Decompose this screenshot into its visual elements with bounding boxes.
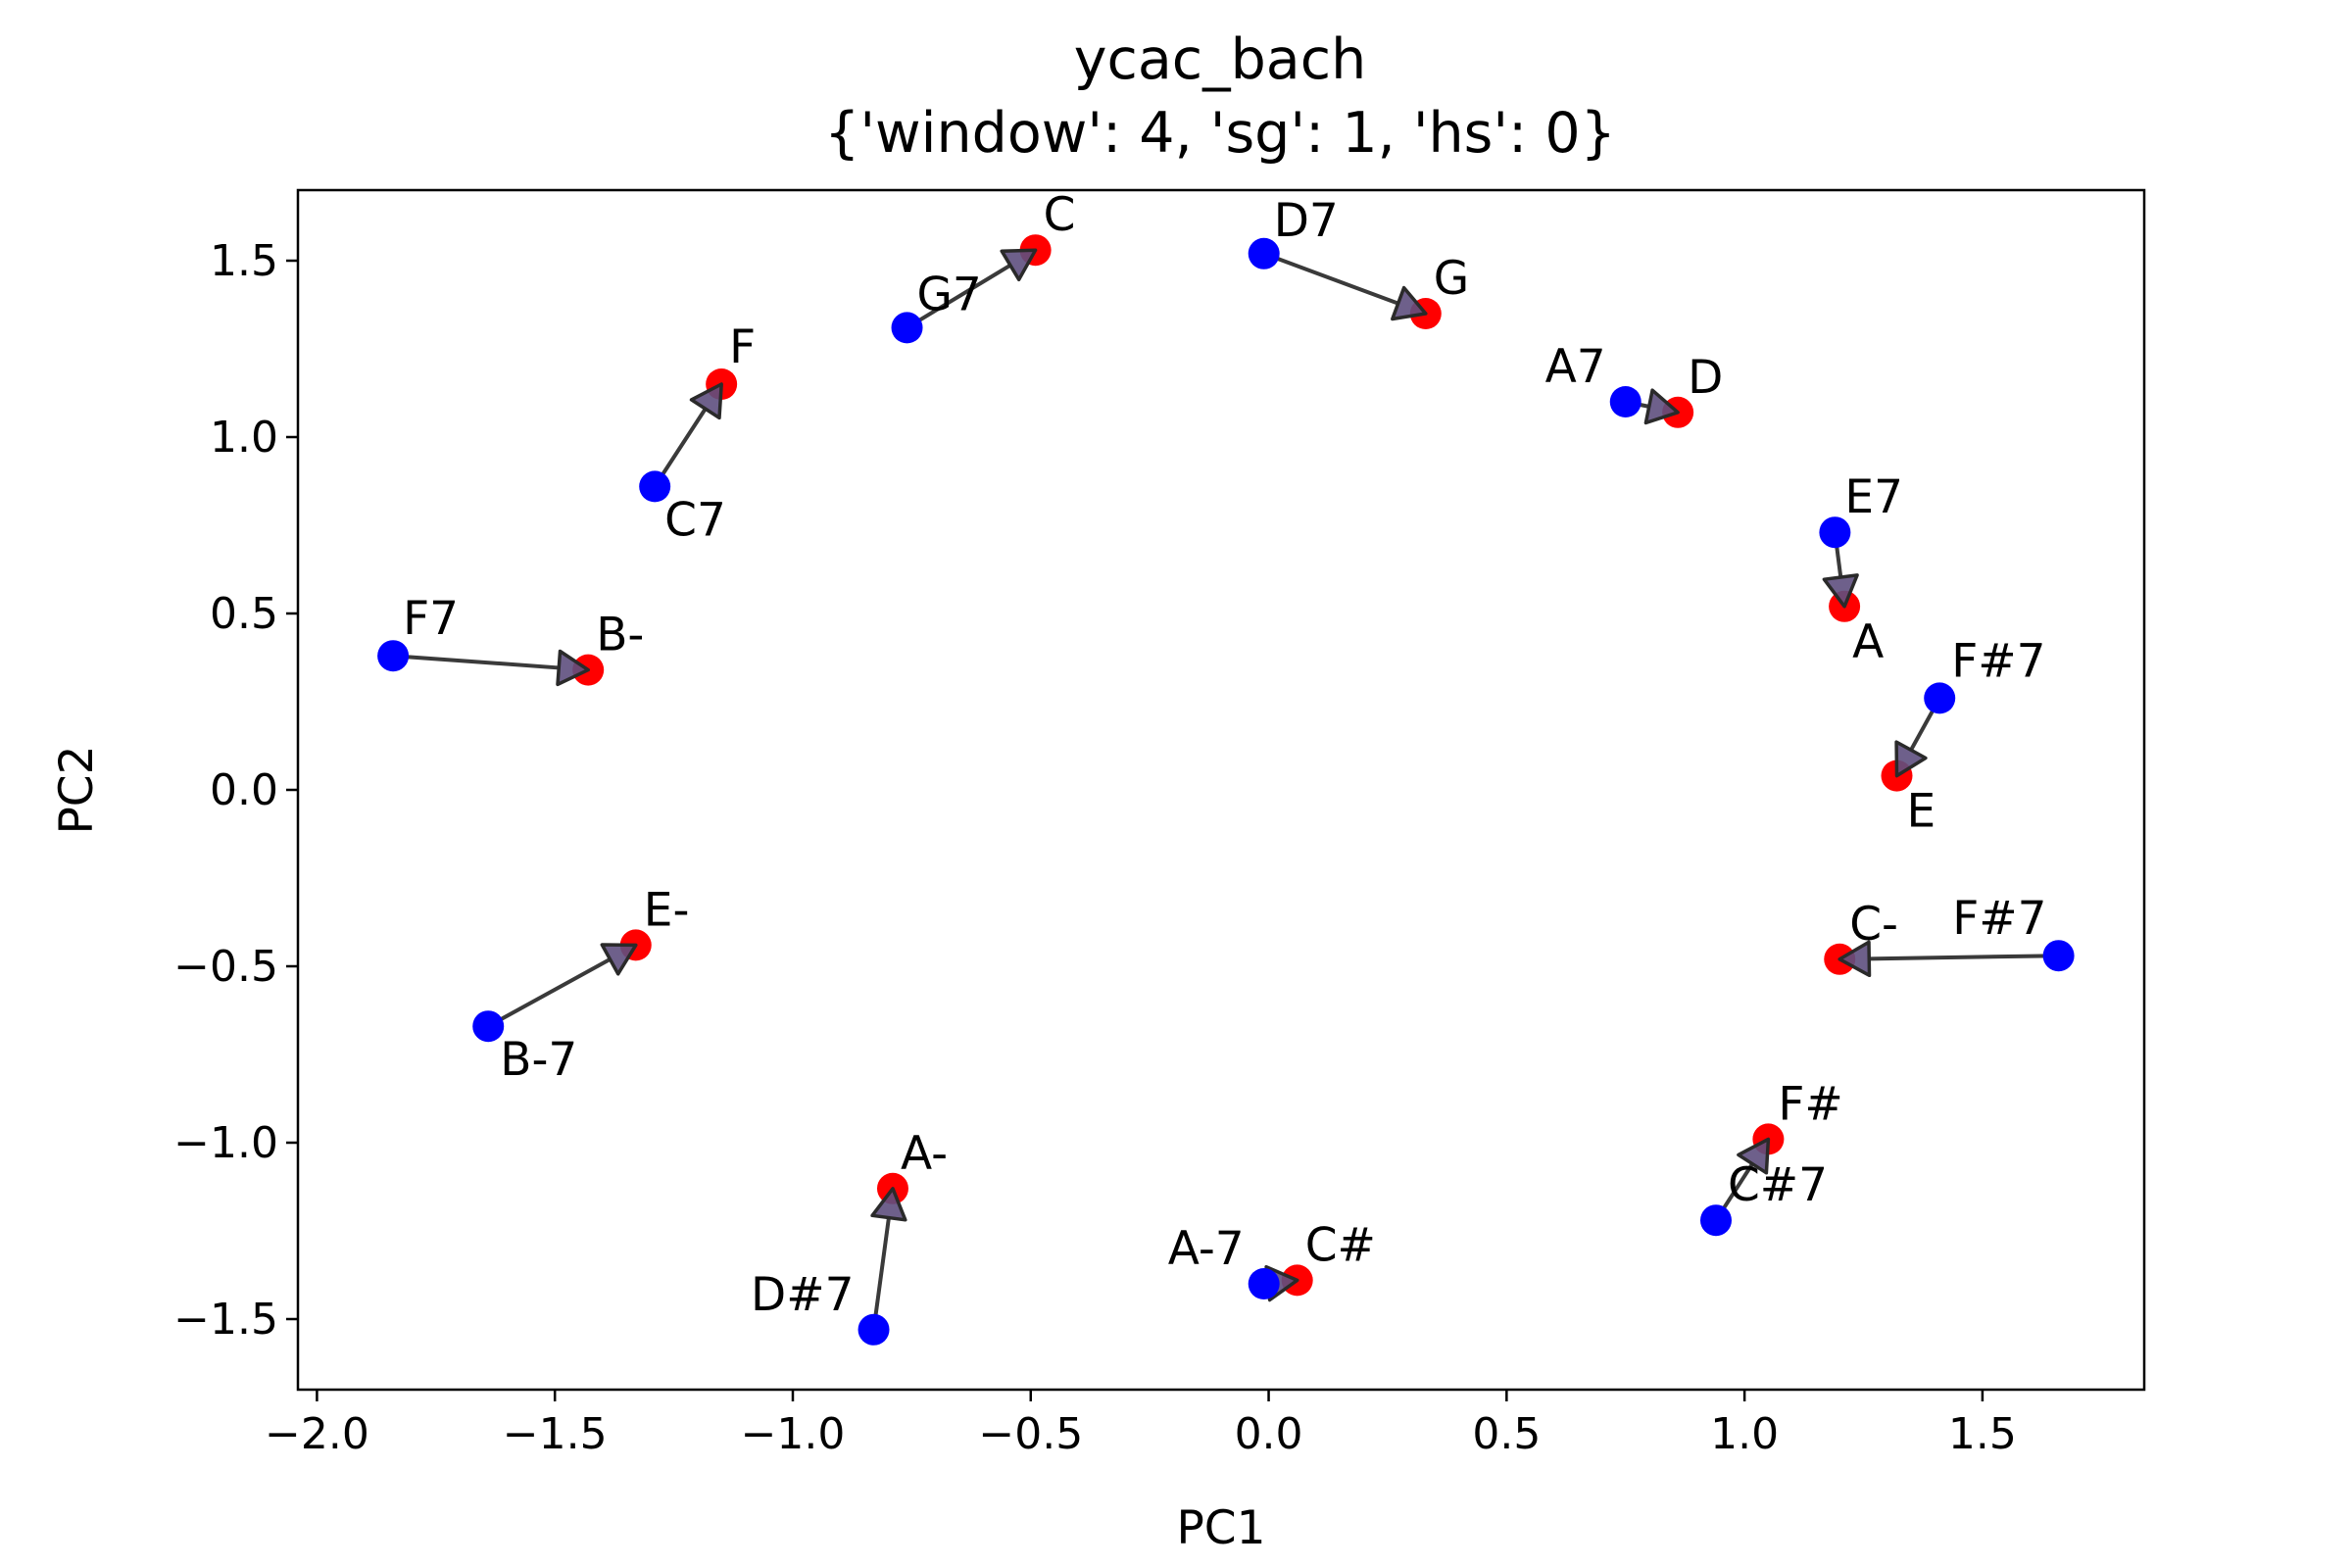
y-tick-label: −1.5 <box>173 1295 278 1345</box>
target-chord-label: B- <box>596 609 644 662</box>
x-tick-label: −1.0 <box>741 1409 846 1459</box>
target-chord-label: G <box>1434 252 1469 306</box>
target-chord-label: A- <box>901 1127 948 1181</box>
y-axis-ticks: 1.5 1.0 0.5 0.0 −0.5 −1.0 −1.5 <box>173 236 298 1345</box>
target-chord-label: C# <box>1305 1218 1376 1272</box>
target-chord-label: E <box>1907 785 1936 839</box>
source-chord-label: D7 <box>1274 194 1339 248</box>
y-tick-label: 0.5 <box>210 589 278 639</box>
x-tick-label: 0.5 <box>1472 1409 1541 1459</box>
x-tick-label: 0.0 <box>1235 1409 1303 1459</box>
target-chord-label: E- <box>644 883 690 937</box>
x-axis-ticks: −2.0 −1.5 −1.0 −0.5 0.0 0.5 1.0 1.5 <box>265 1390 2017 1459</box>
progression-arrow-head <box>1737 1137 1771 1175</box>
plot-frame <box>296 188 2146 1392</box>
progression-arrow-head <box>1391 285 1428 321</box>
dominant-seventh-point <box>1609 386 1642 417</box>
target-chord-label: F <box>729 320 756 374</box>
progression-arrow-shaft <box>392 654 560 670</box>
source-chord-label: A7 <box>1545 340 1606 394</box>
target-chord-label: D <box>1688 351 1723 405</box>
progression-arrow-head <box>600 943 638 976</box>
source-chord-label: F#7 <box>1952 892 2046 946</box>
target-chord-label: F# <box>1778 1077 1842 1131</box>
y-axis-label: PC2 <box>50 745 104 834</box>
y-tick-label: 1.0 <box>210 413 278 463</box>
progression-arrow-head <box>870 1187 907 1222</box>
progression-arrow-shaft <box>1263 251 1399 306</box>
progression-arrow-head <box>1822 573 1859 609</box>
source-chord-label: C7 <box>664 493 726 547</box>
target-chord-label: A <box>1852 615 1884 669</box>
y-tick-label: −1.0 <box>173 1118 278 1168</box>
dominant-seventh-point <box>858 1313 890 1346</box>
progression-arrow-shaft <box>871 1217 891 1331</box>
y-tick-label: 1.5 <box>210 236 278 286</box>
chart-title: ycac_bach <box>1074 27 1366 92</box>
dominant-seventh-point <box>1248 1268 1280 1299</box>
progression-arrow-head <box>1894 740 1928 778</box>
target-chord-label: C <box>1044 188 1076 242</box>
source-chord-label: A-7 <box>1168 1222 1245 1276</box>
progression-arrow-head <box>1838 940 1872 978</box>
x-axis-label: PC1 <box>1176 1501 1265 1555</box>
source-chord-label: F#7 <box>1951 634 2045 688</box>
progression-arrow-shaft <box>906 264 1011 330</box>
progression-arrow-head <box>689 382 723 420</box>
source-chord-label: E7 <box>1844 470 1903 524</box>
dominant-seventh-point <box>639 470 671 503</box>
source-chord-label: G7 <box>917 268 982 321</box>
x-tick-label: −2.0 <box>265 1409 369 1459</box>
x-tick-label: 1.0 <box>1710 1409 1779 1459</box>
progression-arrow-shaft <box>487 957 612 1028</box>
x-tick-label: −0.5 <box>978 1409 1083 1459</box>
dominant-seventh-point <box>472 1010 505 1043</box>
x-tick-label: −1.5 <box>503 1409 608 1459</box>
source-chord-label: D#7 <box>751 1268 854 1322</box>
dominant-seventh-point <box>1699 1204 1732 1237</box>
progression-arrow-head <box>1000 248 1038 282</box>
chart-subtitle: {'window': 4, 'sg': 1, 'hs': 0} <box>824 101 1616 166</box>
target-chord-label: C- <box>1849 898 1898 952</box>
source-chord-label: C#7 <box>1728 1158 1828 1212</box>
y-tick-label: 0.0 <box>210 765 278 815</box>
dominant-seventh-point <box>1819 516 1851 549</box>
progression-arrow-head <box>1643 388 1680 425</box>
x-tick-label: 1.5 <box>1948 1409 2017 1459</box>
source-chord-label: B-7 <box>500 1033 577 1087</box>
dominant-seventh-point <box>2042 940 2075 972</box>
progression-arrow-shaft <box>1869 954 2059 961</box>
progression-arrow-head <box>556 649 590 687</box>
plot-marks: G7 C D7 G A7 D E7 A F#7 E F#7 C- C#7 F# A-7 C# D#7 A- B-7 E… <box>377 188 2075 1346</box>
dominant-seventh-point <box>1924 682 1956 714</box>
source-chord-label: F7 <box>403 592 459 646</box>
dominant-seventh-point <box>1248 237 1280 270</box>
dominant-seventh-point <box>377 640 410 672</box>
y-tick-label: −0.5 <box>173 942 278 992</box>
dominant-seventh-point <box>891 312 923 344</box>
